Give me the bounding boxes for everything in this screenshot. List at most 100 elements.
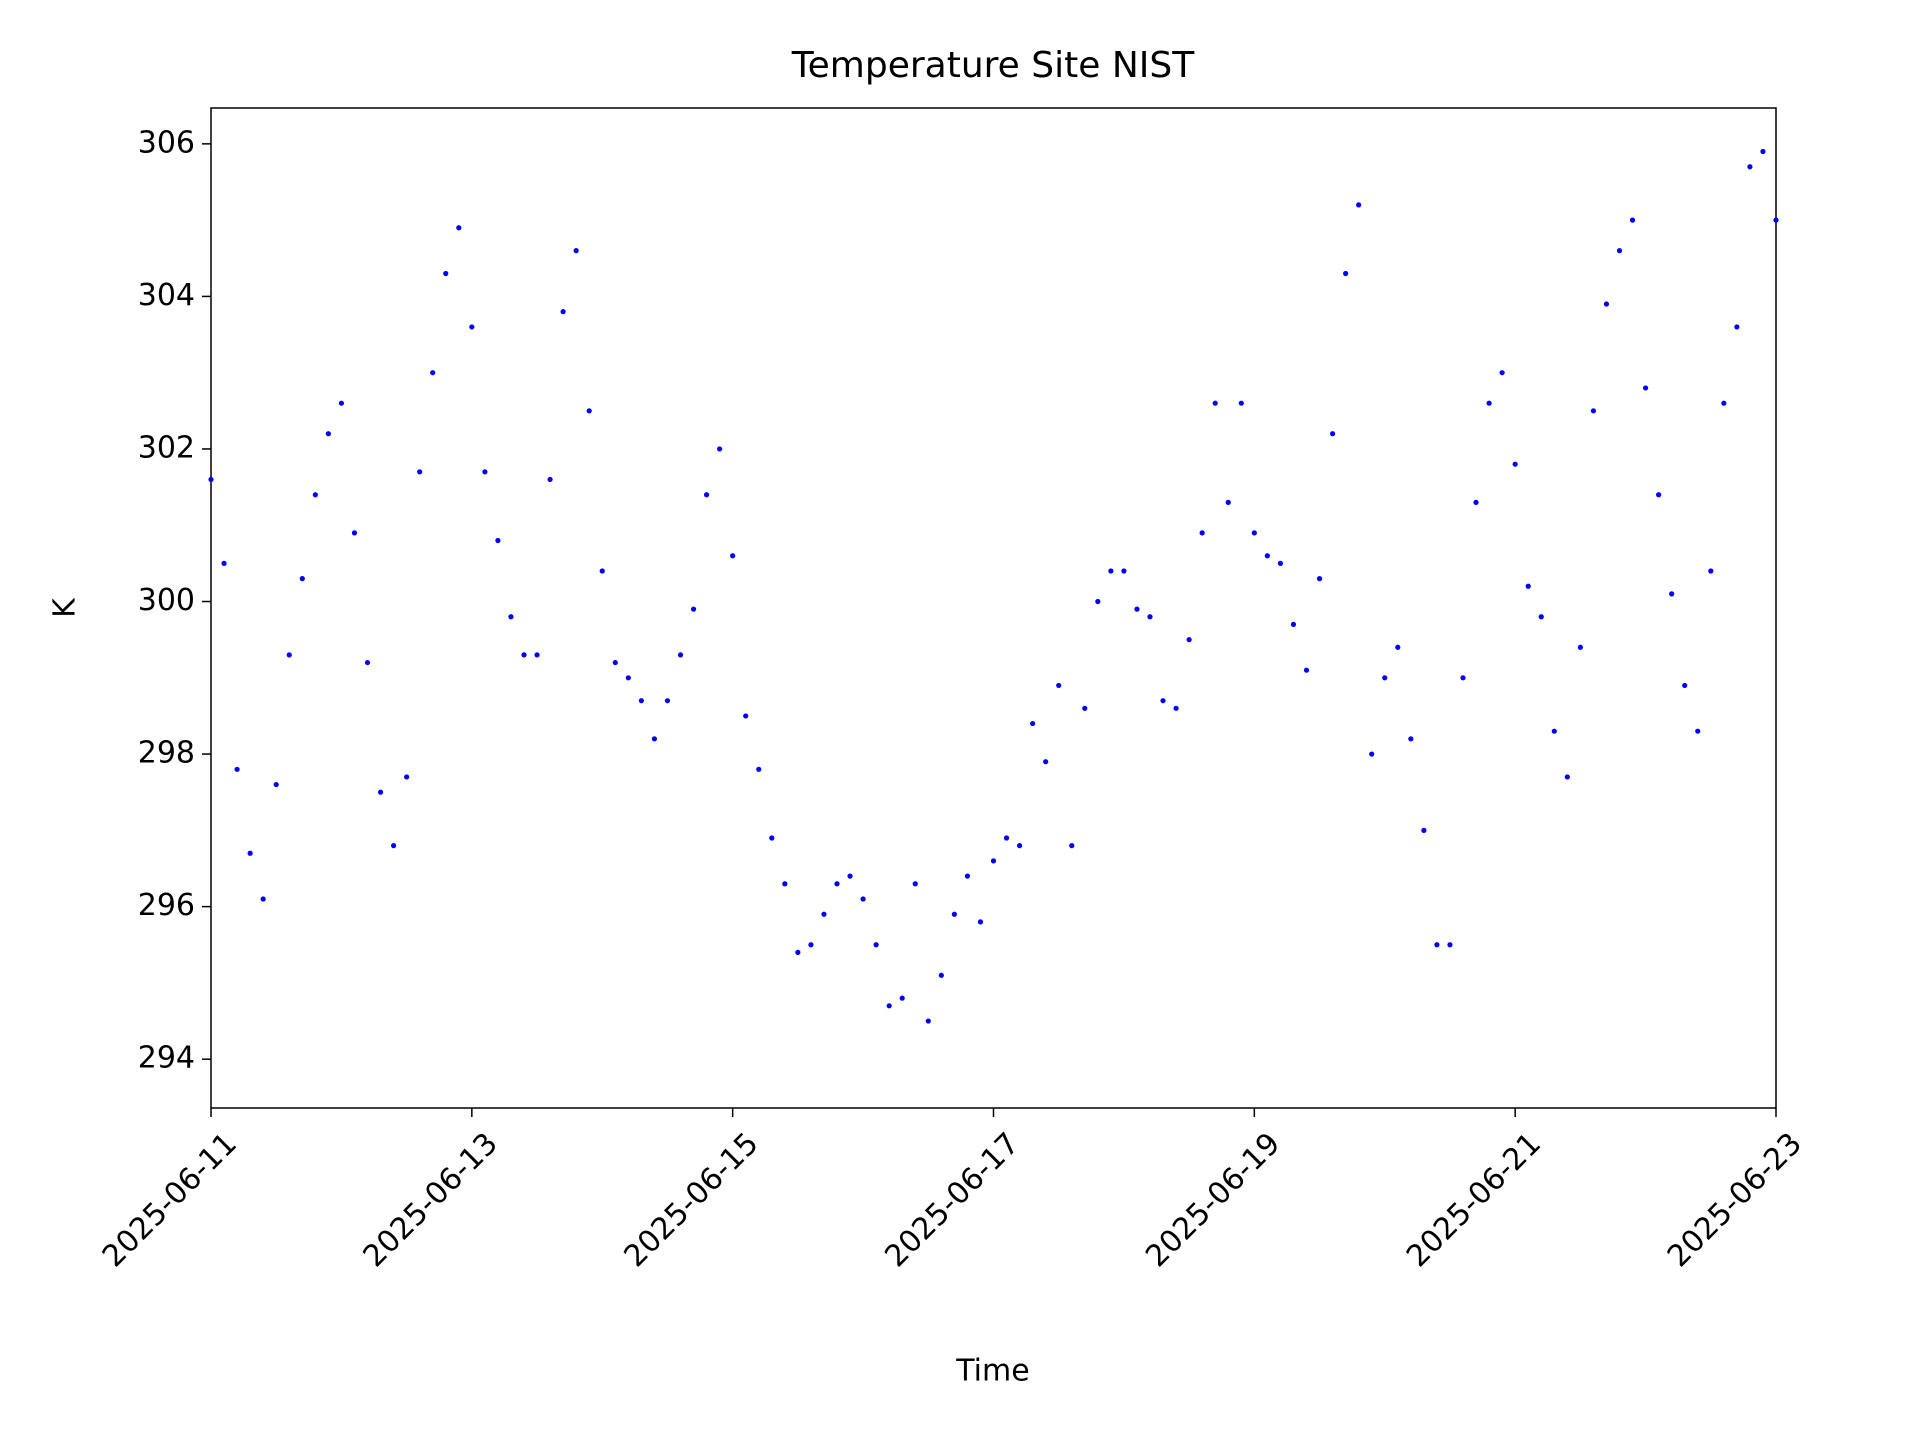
point bbox=[847, 873, 853, 879]
point bbox=[1577, 644, 1583, 650]
point bbox=[599, 568, 605, 574]
y-tick-label: 296 bbox=[138, 888, 195, 923]
point bbox=[1095, 598, 1101, 605]
point bbox=[1382, 675, 1388, 681]
point bbox=[495, 537, 501, 544]
point bbox=[338, 400, 345, 406]
point bbox=[1329, 431, 1336, 437]
point bbox=[1173, 705, 1179, 711]
y-tick-label: 302 bbox=[138, 430, 195, 465]
point bbox=[1369, 751, 1375, 757]
point bbox=[1069, 843, 1075, 849]
point bbox=[1238, 400, 1244, 406]
point bbox=[208, 476, 214, 483]
point bbox=[1629, 217, 1636, 223]
point bbox=[886, 1003, 892, 1009]
y-tick-label: 306 bbox=[138, 125, 195, 160]
point bbox=[260, 896, 266, 902]
point bbox=[938, 972, 944, 978]
point bbox=[1160, 698, 1166, 704]
point bbox=[1460, 675, 1466, 681]
point bbox=[560, 309, 566, 315]
point bbox=[1147, 614, 1153, 620]
point bbox=[1251, 530, 1257, 536]
point bbox=[1538, 614, 1544, 620]
y-tick-label: 298 bbox=[138, 736, 195, 771]
point bbox=[221, 560, 227, 566]
point bbox=[717, 446, 723, 452]
point bbox=[1656, 492, 1662, 498]
point bbox=[651, 736, 658, 742]
point bbox=[443, 270, 449, 277]
point bbox=[1003, 835, 1010, 841]
point bbox=[1695, 728, 1701, 734]
point bbox=[573, 248, 579, 254]
point bbox=[1669, 591, 1675, 597]
x-axis-label: Time bbox=[955, 1354, 1029, 1389]
point bbox=[1082, 705, 1088, 711]
point bbox=[482, 469, 488, 475]
point bbox=[1551, 728, 1557, 734]
point bbox=[1499, 370, 1505, 376]
point bbox=[1395, 644, 1401, 650]
point bbox=[1421, 827, 1427, 833]
point bbox=[925, 1018, 931, 1024]
point bbox=[404, 774, 410, 780]
plot-frame bbox=[210, 107, 1777, 1109]
point bbox=[1760, 148, 1766, 155]
point bbox=[1747, 164, 1753, 170]
y-tick-label: 294 bbox=[138, 1041, 195, 1076]
point bbox=[547, 476, 553, 483]
point bbox=[690, 606, 697, 612]
point bbox=[430, 370, 436, 376]
point bbox=[899, 995, 905, 1001]
point bbox=[1447, 942, 1453, 948]
point bbox=[534, 652, 540, 658]
point bbox=[834, 881, 840, 887]
point bbox=[1408, 736, 1414, 742]
point bbox=[1564, 774, 1570, 780]
point bbox=[1525, 583, 1531, 589]
point bbox=[312, 492, 318, 498]
point bbox=[273, 781, 279, 788]
point bbox=[860, 896, 866, 902]
point bbox=[1721, 400, 1727, 406]
point bbox=[247, 850, 253, 856]
point bbox=[730, 553, 736, 559]
point bbox=[1590, 408, 1597, 414]
point bbox=[1056, 682, 1062, 689]
point bbox=[873, 942, 879, 948]
point bbox=[821, 911, 827, 917]
point bbox=[625, 675, 631, 681]
point bbox=[1734, 324, 1740, 330]
point bbox=[912, 881, 918, 887]
point bbox=[364, 659, 371, 666]
point bbox=[756, 766, 762, 772]
point bbox=[951, 911, 957, 917]
point bbox=[390, 843, 397, 849]
point bbox=[1108, 568, 1114, 574]
point bbox=[1264, 553, 1270, 559]
point bbox=[1356, 202, 1362, 208]
point bbox=[677, 652, 684, 658]
y-axis-label: K bbox=[48, 597, 83, 618]
point bbox=[1016, 843, 1023, 849]
point bbox=[1603, 301, 1610, 307]
point bbox=[1186, 637, 1192, 643]
point bbox=[1682, 682, 1688, 689]
point bbox=[664, 698, 671, 704]
point bbox=[1290, 621, 1297, 627]
point bbox=[1212, 400, 1218, 406]
point bbox=[990, 858, 997, 864]
point bbox=[1773, 217, 1779, 223]
point bbox=[1030, 720, 1036, 727]
point bbox=[508, 614, 514, 620]
y-tick-label: 300 bbox=[138, 583, 195, 618]
point bbox=[469, 324, 475, 330]
point bbox=[782, 881, 788, 887]
point bbox=[1134, 606, 1140, 612]
point bbox=[1473, 499, 1479, 505]
point bbox=[612, 659, 618, 666]
